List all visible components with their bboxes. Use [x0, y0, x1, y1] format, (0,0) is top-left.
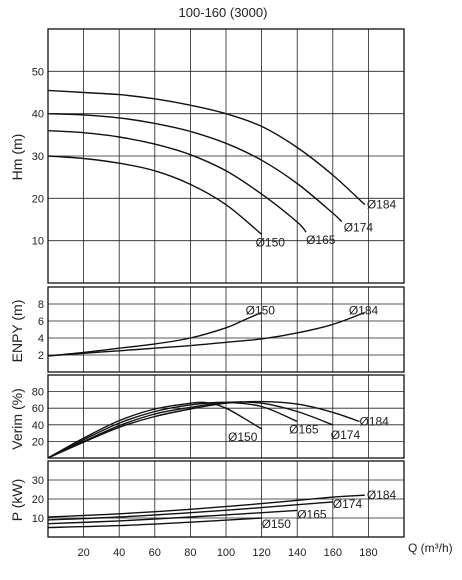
series-label: Ø184: [360, 414, 390, 428]
y-tick-label: 2: [38, 350, 44, 362]
x-tick-label: 20: [77, 547, 89, 559]
x-tick-label: 100: [217, 547, 235, 559]
series-line-d165: [47, 401, 298, 459]
x-tick-label: 40: [113, 547, 125, 559]
y-tick-label: 30: [32, 475, 44, 487]
series-line-d150: [47, 155, 263, 235]
series-line-d184: [47, 89, 366, 206]
series-line-d174: [47, 501, 333, 521]
x-tick-label: 120: [252, 547, 270, 559]
y-axis-label: Hm (m): [9, 134, 25, 181]
y-tick-label: 40: [32, 420, 44, 432]
series-label: Ø150: [262, 517, 292, 531]
series-label: Ø150: [256, 235, 286, 249]
series-line-d165: [47, 509, 298, 525]
x-tick-label: 80: [184, 547, 196, 559]
y-tick-label: 20: [32, 494, 44, 506]
series-label: Ø165: [289, 422, 319, 436]
series-line-d174: [47, 401, 334, 459]
series-line-d184: [47, 311, 366, 357]
series-label: Ø165: [297, 507, 327, 521]
y-tick-label: 20: [32, 436, 44, 448]
series-label: Ø184: [367, 488, 397, 502]
series-line-d150: [47, 517, 262, 529]
panel-2: 2 4 6 8 ENPY (m) Ø150 Ø184: [9, 286, 405, 373]
series-label: Ø174: [331, 428, 361, 442]
panel-frame: [47, 286, 405, 373]
y-tick-label: 60: [32, 403, 44, 415]
y-tick-label: 4: [38, 333, 44, 345]
series-line-d174: [47, 113, 343, 223]
y-tick-label: 50: [32, 66, 44, 78]
series-label: Ø150: [246, 304, 276, 318]
y-tick-label: 20: [32, 193, 44, 205]
x-tick-label: 140: [288, 547, 306, 559]
panel-frame: [47, 374, 405, 459]
chart-title: 100-160 (3000): [179, 5, 268, 20]
panel-4: 10 20 30 P (kW) Ø150 Ø165 Ø174 Ø184: [9, 460, 405, 538]
series-line-d184: [47, 494, 365, 518]
series-line-d150: [47, 311, 262, 357]
panel-frame: [47, 460, 405, 538]
y-tick-label: 8: [38, 299, 44, 311]
y-tick-label: 30: [32, 151, 44, 163]
series-line-d150: [47, 401, 262, 459]
x-tick-label: 160: [324, 547, 342, 559]
x-tick-label: 60: [149, 547, 161, 559]
y-axis-label: Verim (%): [9, 388, 25, 449]
y-tick-label: 6: [38, 316, 44, 328]
series-label: Ø184: [367, 198, 397, 212]
y-tick-label: 80: [32, 387, 44, 399]
panel-1: 10 20 30 40 50 Hm (m) Ø150 Ø165 Ø174 Ø184: [9, 28, 405, 284]
y-tick-label: 40: [32, 109, 44, 121]
x-axis-label: Q (m³/h): [408, 541, 453, 555]
series-label: Ø184: [349, 304, 379, 318]
y-tick-label: 10: [32, 236, 44, 248]
x-tick-label: 180: [359, 547, 377, 559]
series-label: Ø150: [228, 430, 258, 444]
y-axis-label: ENPY (m): [9, 300, 25, 363]
series-label: Ø165: [306, 233, 336, 247]
series-line-d165: [47, 129, 307, 233]
y-tick-label: 10: [32, 513, 44, 525]
series-label: Ø174: [344, 221, 374, 235]
y-axis-label: P (kW): [9, 479, 25, 522]
series-line-d184: [47, 400, 360, 459]
x-tick-labels: 20 40 60 80 100 120 140 160 180: [77, 547, 377, 559]
series-label: Ø174: [333, 497, 363, 511]
